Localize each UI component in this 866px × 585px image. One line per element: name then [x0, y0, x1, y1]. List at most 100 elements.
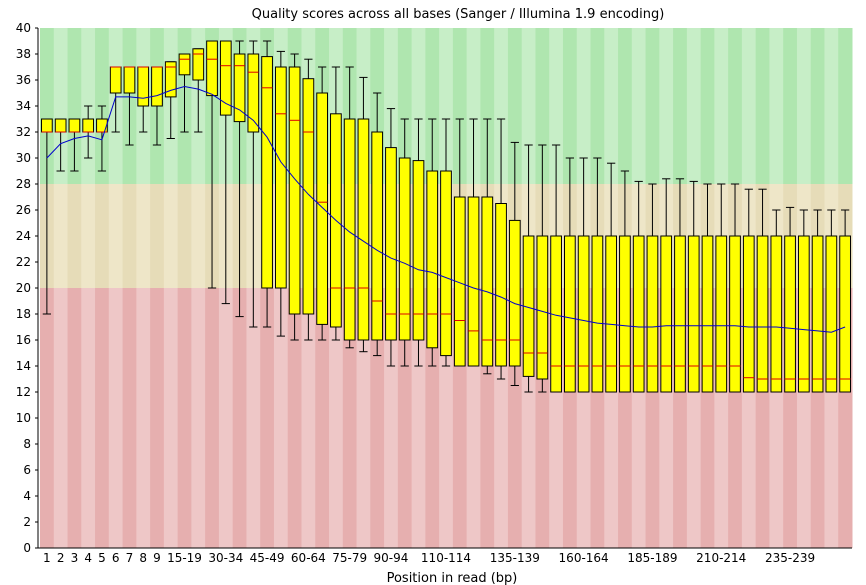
band-poor-cell: [260, 288, 275, 548]
band-poor-cell: [384, 288, 399, 548]
band-good-cell: [700, 28, 715, 184]
iqr-box: [68, 118, 81, 133]
y-tick-label: 10: [16, 411, 31, 425]
iqr-box: [274, 66, 287, 289]
y-tick-label: 0: [23, 541, 31, 555]
band-good-cell: [439, 28, 454, 184]
band-poor-cell: [136, 288, 151, 548]
band-reasonable-cell: [67, 184, 82, 288]
y-tick-label: 6: [23, 463, 31, 477]
x-tick-label: 135-139: [490, 551, 540, 565]
iqr-box: [123, 66, 136, 94]
iqr-box: [591, 235, 604, 393]
y-tick-label: 2: [23, 515, 31, 529]
y-tick-label: 8: [23, 437, 31, 451]
iqr-box: [357, 118, 370, 341]
iqr-box: [233, 53, 246, 123]
band-poor-cell: [232, 288, 247, 548]
x-tick-label: 5: [98, 551, 106, 565]
y-tick-label: 38: [16, 47, 31, 61]
iqr-box: [729, 235, 741, 393]
iqr-box: [495, 203, 507, 367]
band-poor-cell: [81, 288, 96, 548]
band-good-cell: [53, 28, 69, 184]
band-reasonable-cell: [191, 184, 206, 288]
iqr-box: [247, 53, 260, 133]
x-tick-label: 160-164: [559, 551, 609, 565]
y-tick-label: 4: [23, 489, 31, 503]
band-reasonable-cell: [150, 184, 165, 288]
x-tick-label: 210-214: [696, 551, 746, 565]
band-poor-cell: [95, 288, 110, 548]
band-poor-cell: [397, 288, 413, 548]
band-poor-cell: [163, 288, 179, 548]
band-poor-cell: [177, 288, 192, 548]
iqr-box: [343, 118, 356, 341]
iqr-box: [261, 56, 273, 289]
band-poor-cell: [287, 288, 302, 548]
x-tick-label: 45-49: [250, 551, 285, 565]
medians: [41, 53, 851, 380]
iqr-box: [398, 157, 411, 341]
iqr-box: [164, 61, 177, 98]
x-tick-label: 60-64: [291, 551, 326, 565]
iqr-box: [82, 118, 95, 133]
band-poor-cell: [315, 288, 330, 548]
y-tick-label: 20: [16, 281, 31, 295]
iqr-box: [825, 235, 838, 393]
x-tick-label: 4: [84, 551, 92, 565]
y-tick-label: 30: [16, 151, 31, 165]
iqr-box: [701, 235, 714, 393]
band-poor-cell: [370, 288, 385, 548]
x-axis-label: Position in read (bp): [387, 571, 518, 585]
chart-title: Quality scores across all bases (Sanger …: [252, 7, 665, 22]
band-poor-cell: [108, 288, 124, 548]
boxes: [41, 40, 851, 393]
x-tick-label: 235-239: [765, 551, 815, 565]
band-good-cell: [590, 28, 605, 184]
x-tick-label: 2: [57, 551, 65, 565]
band-reasonable-cell: [95, 184, 110, 288]
band-poor-cell: [356, 288, 371, 548]
band-good-cell: [480, 28, 495, 184]
band-good-cell: [838, 28, 853, 184]
band-good-cell: [494, 28, 509, 184]
band-good-cell: [604, 28, 619, 184]
iqr-box: [632, 235, 645, 393]
iqr-box: [536, 235, 549, 380]
iqr-box: [784, 235, 796, 393]
band-poor-cell: [150, 288, 165, 548]
iqr-box: [412, 160, 425, 341]
band-good-cell: [810, 28, 825, 184]
band-good-cell: [576, 28, 592, 184]
band-good-cell: [659, 28, 674, 184]
y-tick-label: 18: [16, 307, 31, 321]
band-good-cell: [631, 28, 647, 184]
band-good-cell: [466, 28, 481, 184]
x-tick-label: 90-94: [374, 551, 409, 565]
y-tick-label: 32: [16, 125, 31, 139]
iqr-box: [453, 196, 466, 367]
iqr-box: [41, 118, 53, 133]
iqr-box: [302, 78, 315, 315]
y-tick-label: 12: [16, 385, 31, 399]
iqr-box: [674, 235, 686, 393]
iqr-box: [563, 235, 576, 393]
y-tick-label: 24: [16, 229, 31, 243]
band-good-cell: [411, 28, 426, 184]
y-tick-label: 16: [16, 333, 31, 347]
band-good-cell: [714, 28, 729, 184]
band-poor-cell: [342, 288, 358, 548]
iqr-box: [288, 66, 301, 315]
band-good-cell: [783, 28, 798, 184]
band-good-cell: [67, 28, 82, 184]
x-tick-label: 185-189: [627, 551, 677, 565]
iqr-box: [646, 235, 659, 393]
iqr-box: [192, 48, 205, 81]
band-good-cell: [686, 28, 702, 184]
iqr-box: [605, 235, 618, 393]
y-tick-label: 40: [16, 21, 31, 35]
x-tick-label: 30-34: [208, 551, 243, 565]
iqr-box: [151, 66, 163, 107]
